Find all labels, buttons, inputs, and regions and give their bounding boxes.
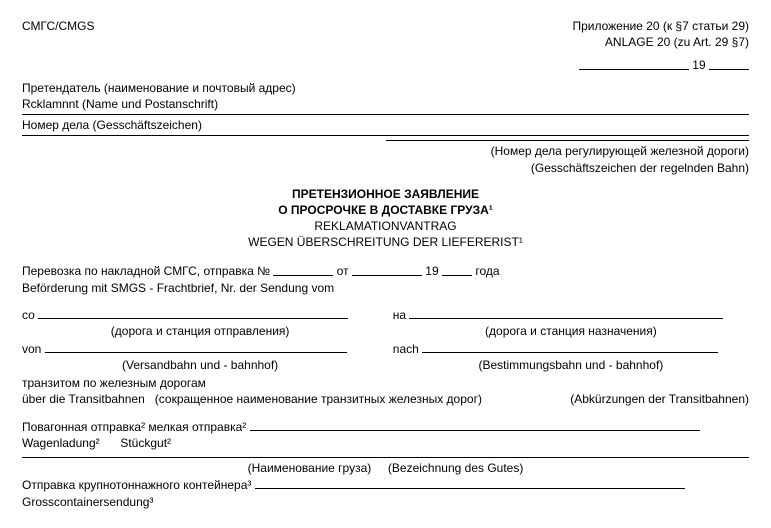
transit-de: über die Transitbahnen	[22, 391, 145, 407]
route-to-de-blank[interactable]	[422, 340, 718, 353]
year2-blank[interactable]	[442, 262, 472, 275]
route-de-row: von (Versandbahn und - bahnhof) nach (Be…	[22, 340, 749, 374]
route-to-paren-de: (Bestimmungsbahn und - bahnhof)	[393, 357, 749, 373]
claimant-block: Претендатель (наименование и почтовый ад…	[22, 80, 749, 112]
container-blank[interactable]	[255, 476, 685, 489]
railway-rule	[386, 140, 750, 141]
cargo-de: (Bezeichnung des Gutes)	[388, 461, 523, 475]
carriage-ru-a: Перевозка по накладной СМГС, отправка №	[22, 265, 270, 279]
transit-row2: über die Transitbahnen (сокращенное наим…	[22, 391, 749, 407]
shipment-blank[interactable]	[250, 418, 700, 431]
shipment-line-de: Wagenladung² Stückgut²	[22, 435, 749, 451]
shipment-line-ru: Повагонная отправка² мелкая отправка²	[22, 418, 749, 435]
date-blank[interactable]	[579, 56, 689, 69]
header-right: Приложение 20 (к §7 статьи 29) ANLAGE 20…	[572, 18, 749, 50]
header: СМГС/CMGS Приложение 20 (к §7 статьи 29)…	[22, 18, 749, 50]
header-right-ru: Приложение 20 (к §7 статьи 29)	[572, 18, 749, 34]
route-block: со (дорога и станция отправления) на (до…	[22, 306, 749, 373]
route-to-paren-ru: (дорога и станция назначения)	[393, 323, 749, 339]
railway-case-de: (Gesschäftszeichen der regelnden Bahn)	[22, 160, 749, 176]
route-from-paren-ru: (дорога и станция отправления)	[22, 323, 378, 339]
transit-block: транзитом по железным дорогам über die T…	[22, 375, 749, 407]
title-de2: WEGEN ÜBERSCHREITUNG DER LIEFERERIST¹	[22, 234, 749, 250]
railway-case-ru: (Номер дела регулирующей железной дороги…	[22, 143, 749, 159]
carriage-block: Перевозка по накладной СМГС, отправка № …	[22, 262, 749, 296]
cargo-ru: (Наименование груза)	[248, 461, 372, 475]
date-line: 19	[22, 56, 749, 73]
transit-ru: транзитом по железным дорогам	[22, 375, 749, 391]
title-de1: REKLAMATIONVANTRAG	[22, 218, 749, 234]
route-from-blank[interactable]	[38, 306, 348, 319]
transit-abbr-de: (Abkürzungen der Transitbahnen)	[570, 391, 749, 407]
carriage-ru-line: Перевозка по накладной СМГС, отправка № …	[22, 262, 749, 279]
case-number-ru: Номер дела (Gesschäftszeichen)	[22, 117, 749, 133]
shipment-block: Повагонная отправка² мелкая отправка² Wa…	[22, 418, 749, 452]
railway-case-block: (Номер дела регулирующей железной дороги…	[22, 140, 749, 175]
claimant-ru: Претендатель (наименование и почтовый ад…	[22, 80, 749, 96]
container-ru: Отправка крупнотоннажного контейнера³	[22, 478, 251, 492]
title-ru2: О ПРОСРОЧКЕ В ДОСТАВКЕ ГРУЗА¹	[22, 202, 749, 218]
cargo-caption: (Наименование груза) (Bezeichnung des Gu…	[22, 460, 749, 476]
route-from-ru: со	[22, 308, 35, 322]
transit-abbr-ru: (сокращенное наименование транзитных жел…	[155, 392, 482, 406]
sendung-no-blank[interactable]	[273, 262, 333, 275]
route-to-blank[interactable]	[409, 306, 722, 319]
year-blank[interactable]	[709, 56, 749, 69]
carriage-de: Beförderung mit SMGS - Frachtbrief, Nr. …	[22, 280, 749, 296]
container-line-ru: Отправка крупнотоннажного контейнера³	[22, 476, 749, 493]
carriage-year-suffix: года	[475, 265, 499, 279]
route-from-de: von	[22, 342, 41, 356]
shipment-de2: Stückgut²	[120, 436, 171, 450]
carriage-year-prefix: 19	[425, 265, 438, 279]
title-ru1: ПРЕТЕНЗИОННОЕ ЗАЯВЛЕНИЕ	[22, 186, 749, 202]
route-to-de: nach	[393, 342, 419, 356]
shipment-ru: Повагонная отправка² мелкая отправка²	[22, 420, 246, 434]
title-block: ПРЕТЕНЗИОННОЕ ЗАЯВЛЕНИЕ О ПРОСРОЧКЕ В ДО…	[22, 186, 749, 251]
header-right-de: ANLAGE 20 (zu Art. 29 §7)	[572, 34, 749, 50]
route-ru-row: со (дорога и станция отправления) на (до…	[22, 306, 749, 340]
transit-mid: (сокращенное наименование транзитных жел…	[145, 391, 570, 407]
claimant-de: Rcklamnnt (Name und Postanschrift)	[22, 96, 749, 112]
shipment-de1: Wagenladung²	[22, 435, 117, 451]
container-block: Отправка крупнотоннажного контейнера³ Gr…	[22, 476, 749, 510]
claimant-rule	[22, 114, 749, 115]
date-from-blank[interactable]	[352, 262, 422, 275]
route-from-paren-de: (Versandbahn und - bahnhof)	[22, 357, 378, 373]
case-number-rule	[22, 135, 749, 136]
route-from-de-blank[interactable]	[45, 340, 348, 353]
container-de: Grosscontainersendung³	[22, 494, 749, 510]
header-left: СМГС/CMGS	[22, 18, 95, 50]
carriage-ru-from: от	[337, 265, 349, 279]
cargo-rule	[22, 457, 749, 458]
route-to-ru: на	[393, 308, 406, 322]
year-prefix: 19	[692, 59, 705, 73]
